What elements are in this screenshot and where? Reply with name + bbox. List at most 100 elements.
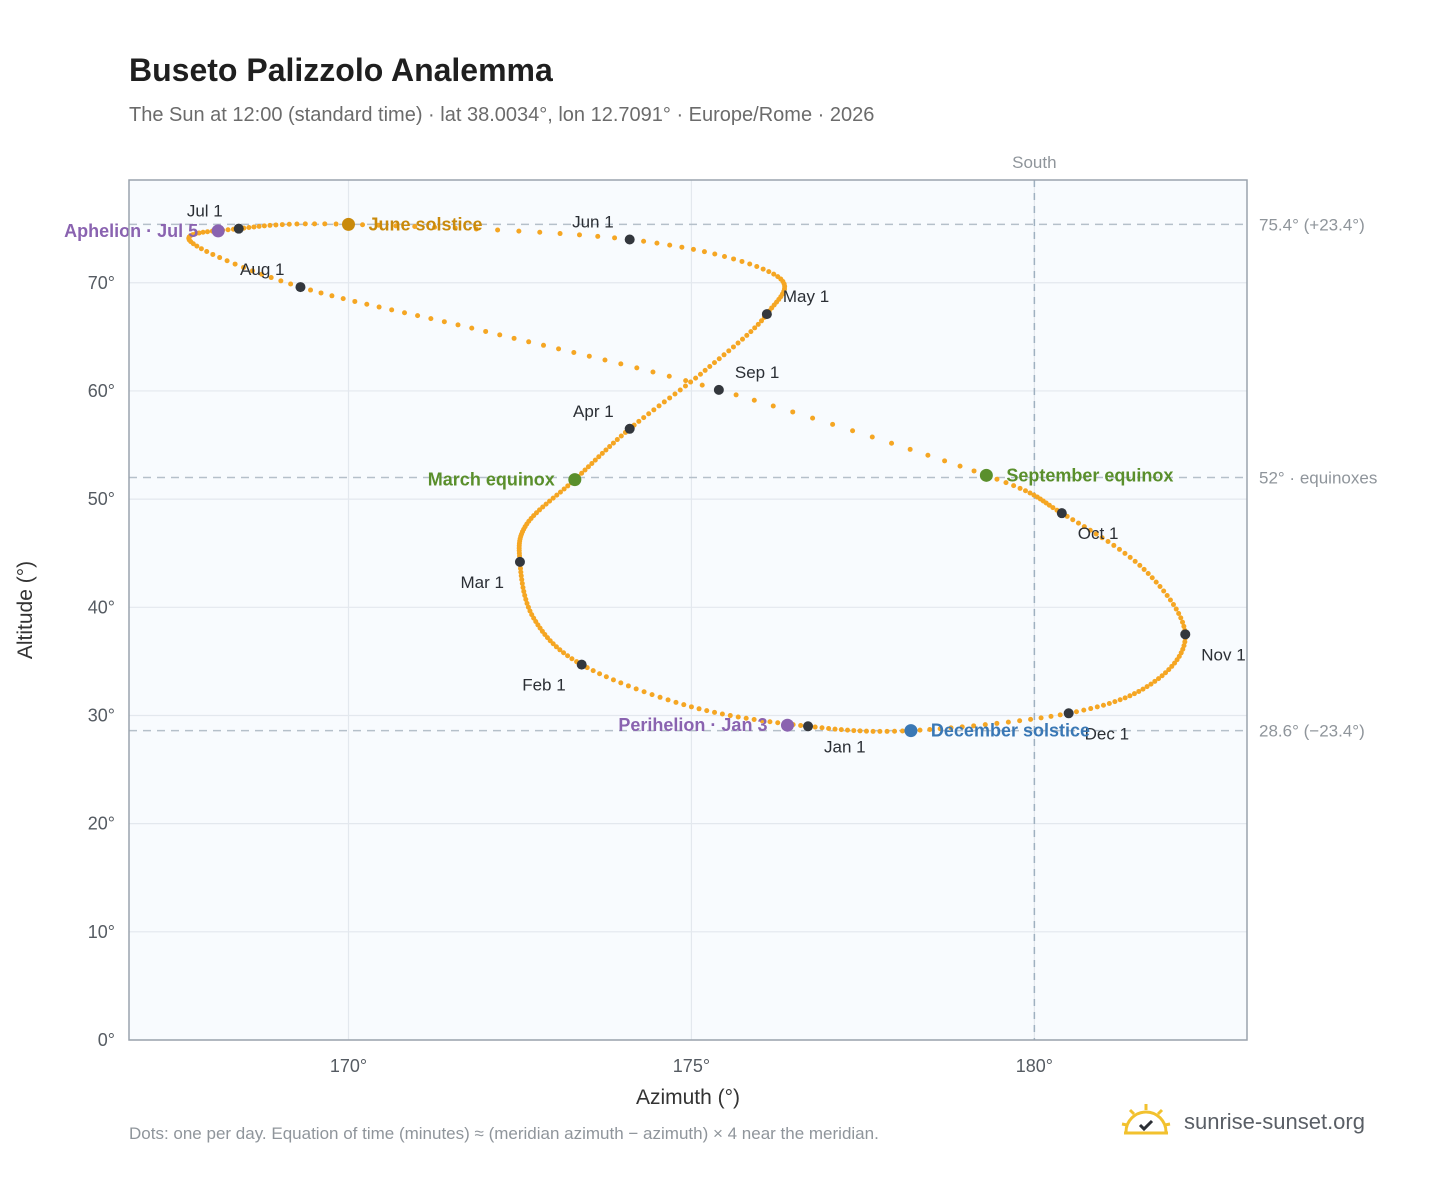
daily-sun-dot [1131,691,1137,697]
month-marker [1063,708,1074,719]
month-label: May 1 [783,287,829,306]
daily-sun-dot [1003,480,1009,486]
daily-sun-dot [333,221,339,227]
daily-sun-dot [1070,517,1076,523]
daily-sun-dot [641,415,647,421]
daily-sun-dot [596,454,602,460]
daily-sun-dot [636,418,642,424]
daily-sun-dot [851,728,857,734]
daily-sun-dot [730,344,736,350]
daily-sun-dot [690,246,696,252]
daily-sun-dot [565,653,571,659]
daily-sun-dot [589,460,595,466]
daily-sun-dot [672,391,678,397]
daily-sun-dot [194,243,200,249]
daily-sun-dot [731,256,737,262]
daily-sun-dot [469,325,475,331]
event-label: September equinox [1006,465,1173,485]
daily-sun-dot [550,495,556,501]
daily-sun-dot [646,411,652,417]
daily-sun-dot [267,222,273,228]
chart-subtitle: The Sun at 12:00 (standard time) · lat 3… [129,104,875,126]
daily-sun-dot [634,365,640,371]
month-marker [803,721,814,732]
month-label: Mar 1 [460,573,503,592]
daily-sun-dot [845,727,851,733]
daily-sun-dot [892,728,898,734]
daily-sun-dot [759,718,765,724]
daily-sun-dot [982,722,988,728]
daily-sun-dot [1172,660,1178,666]
x-tick-label: 175° [673,1056,710,1076]
daily-sun-dot [360,222,366,228]
plot-area [129,180,1247,1040]
sun-check-logo-icon [1120,1102,1172,1141]
daily-sun-dot [557,489,563,495]
daily-sun-dot [603,674,609,680]
daily-sun-dot [1038,715,1044,721]
daily-sun-dot [473,226,479,232]
y-tick-label: 0° [98,1030,115,1050]
daily-sun-dot [735,340,741,346]
event-label: Perihelion · Jan 3 [618,715,767,735]
daily-sun-dot [959,724,965,730]
daily-sun-dot [775,720,781,726]
daily-sun-dot [329,293,335,299]
daily-sun-dot [1167,597,1173,603]
daily-sun-dot [667,242,673,248]
daily-sun-dot [697,371,703,377]
daily-sun-dot [524,600,530,606]
y-axis-title: Altitude (°) [14,561,37,659]
daily-sun-dot [665,697,671,703]
daily-sun-dot [246,225,252,231]
daily-sun-dot [603,447,609,453]
daily-sun-dot [288,281,294,287]
daily-sun-dot [618,361,624,367]
daily-sun-dot [1117,697,1123,703]
daily-sun-dot [739,258,745,264]
month-label: Jan 1 [824,737,866,756]
daily-sun-dot [1122,550,1128,556]
daily-sun-dot [541,342,547,348]
daily-sun-dot [249,268,255,274]
daily-sun-dot [832,726,838,732]
daily-sun-dot [1170,602,1176,608]
daily-sun-dot [971,468,977,474]
daily-sun-dot [241,264,247,270]
reference-label: 75.4° (+23.4°) [1259,215,1365,234]
daily-sun-dot [711,360,717,366]
daily-sun-dot [701,249,707,255]
daily-sun-dot [322,221,328,227]
daily-sun-dot [452,225,458,231]
daily-sun-dot [1159,673,1165,679]
daily-sun-dot [200,229,206,235]
daily-sun-dot [1149,575,1155,581]
daily-sun-dot [582,467,588,473]
daily-sun-dot [1111,542,1117,548]
daily-sun-dot [857,728,863,734]
daily-sun-dot [441,319,447,325]
x-tick-label: 170° [330,1056,367,1076]
daily-sun-dot [495,227,501,233]
daily-sun-dot [1148,681,1154,687]
month-label: Apr 1 [573,402,614,421]
daily-sun-dot [1099,535,1105,541]
daily-sun-dot [651,407,657,413]
daily-sun-dot [1057,712,1063,718]
daily-sun-dot [907,446,913,452]
y-tick-label: 20° [88,814,115,834]
daily-sun-dot [1081,524,1087,530]
daily-sun-dot [877,728,883,734]
daily-sun-dot [1017,485,1023,491]
daily-sun-dot [1022,488,1028,494]
daily-sun-dot [610,677,616,683]
daily-sun-dot [483,328,489,334]
daily-sun-dot [1137,562,1143,568]
daily-sun-dot [775,274,781,280]
daily-sun-dot [770,403,776,409]
event-marker [979,468,993,482]
brand[interactable]: sunrise-sunset.org [1120,1102,1365,1141]
daily-sun-dot [1094,704,1100,710]
daily-sun-dot [273,222,279,228]
daily-sun-dot [595,233,601,239]
